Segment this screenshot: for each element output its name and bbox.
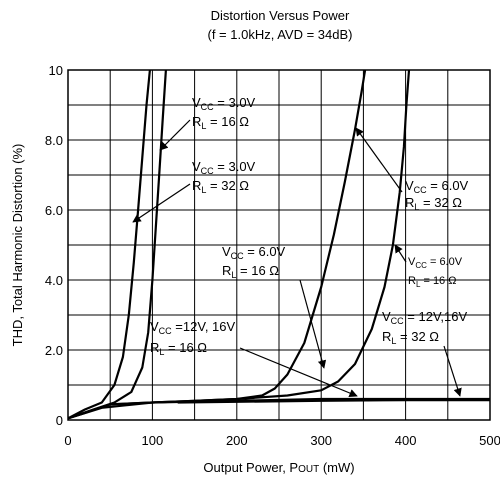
annotation-3v-32: VCC = 3.0V RL = 32 Ω [192, 159, 256, 195]
arrow-3v-16 [159, 119, 191, 151]
annotation-6v-16-left: VCC = 6.0V RL = 16 Ω [222, 244, 286, 280]
arrow-12v-32 [443, 345, 462, 397]
vcc-label: VCC = 6.0V [222, 244, 286, 261]
rl-label: RL = 16 Ω [222, 263, 279, 280]
y-tick-label: 8.0 [45, 133, 63, 148]
y-tick-label: 10 [49, 63, 63, 78]
y-tick-label: 2.0 [45, 343, 63, 358]
vcc-label: VCC = 6.0V [405, 178, 469, 195]
rl-label: RL = 16 Ω [150, 340, 207, 357]
annotation-3v-16: VCC = 3.0V RL = 16 Ω [192, 95, 256, 131]
arrow-6v-16-left [299, 279, 327, 369]
x-tick-labels: 0 100 200 300 400 500 [64, 433, 500, 448]
annotation-12v-32: VCC = 12V,16V RL = 32 Ω [382, 309, 467, 346]
y-tick-label: 0 [56, 413, 63, 428]
x-tick-label: 100 [142, 433, 164, 448]
vcc-label: VCC = 3.0V [192, 159, 256, 176]
x-axis-label-sub: OUT [298, 464, 319, 475]
y-tick-labels: 0 2.0 4.0 6.0 8.0 10 [45, 63, 63, 428]
series-line-5 [177, 399, 490, 404]
series-line-0 [67, 69, 151, 420]
arrow-3v-32 [132, 183, 191, 223]
rl-label: RL = 32 Ω [192, 178, 249, 195]
annotation-12v-16: VCC =12V, 16V RL = 16 Ω [150, 319, 235, 357]
curves [67, 69, 490, 420]
grid [68, 70, 490, 420]
x-tick-label: 0 [64, 433, 71, 448]
chart-subtitle: (f = 1.0kHz, AVD = 34dB) [208, 27, 353, 42]
vcc-label: VCC = 6.0V [408, 256, 463, 270]
series-line-1 [67, 69, 167, 420]
leader-arrows [132, 119, 462, 398]
x-axis-label-main: Output Power, P [203, 460, 298, 475]
x-axis-label-unit: (mW) [319, 460, 354, 475]
arrow-6v-16-right [394, 244, 407, 263]
arrow-6v-32 [355, 127, 403, 193]
y-tick-label: 6.0 [45, 203, 63, 218]
chart-title: Distortion Versus Power [211, 8, 350, 23]
x-tick-label: 200 [226, 433, 248, 448]
vcc-label: VCC =12V, 16V [150, 319, 235, 336]
y-axis-label: THD, Total Harmonic Distortion (%) [10, 144, 25, 347]
plot-frame [67, 69, 491, 421]
vcc-label: VCC = 3.0V [192, 95, 256, 112]
rl-label: RL = 32 Ω [382, 329, 439, 346]
rl-label: RL = 16 Ω [408, 275, 456, 289]
annotation-6v-32: VCC = 6.0V RL = 32 Ω [405, 178, 469, 212]
rl-label: RL = 32 Ω [405, 195, 462, 212]
x-axis-label: Output Power, POUT (mW) [203, 460, 354, 475]
annotation-6v-16-right: VCC = 6.0V RL = 16 Ω [408, 256, 463, 289]
rl-label: RL = 16 Ω [192, 114, 249, 131]
x-tick-label: 400 [395, 433, 417, 448]
x-tick-label: 300 [310, 433, 332, 448]
vcc-label: VCC = 12V,16V [382, 309, 467, 326]
y-tick-label: 4.0 [45, 273, 63, 288]
arrow-12v-16 [239, 347, 358, 398]
x-tick-label: 500 [479, 433, 500, 448]
